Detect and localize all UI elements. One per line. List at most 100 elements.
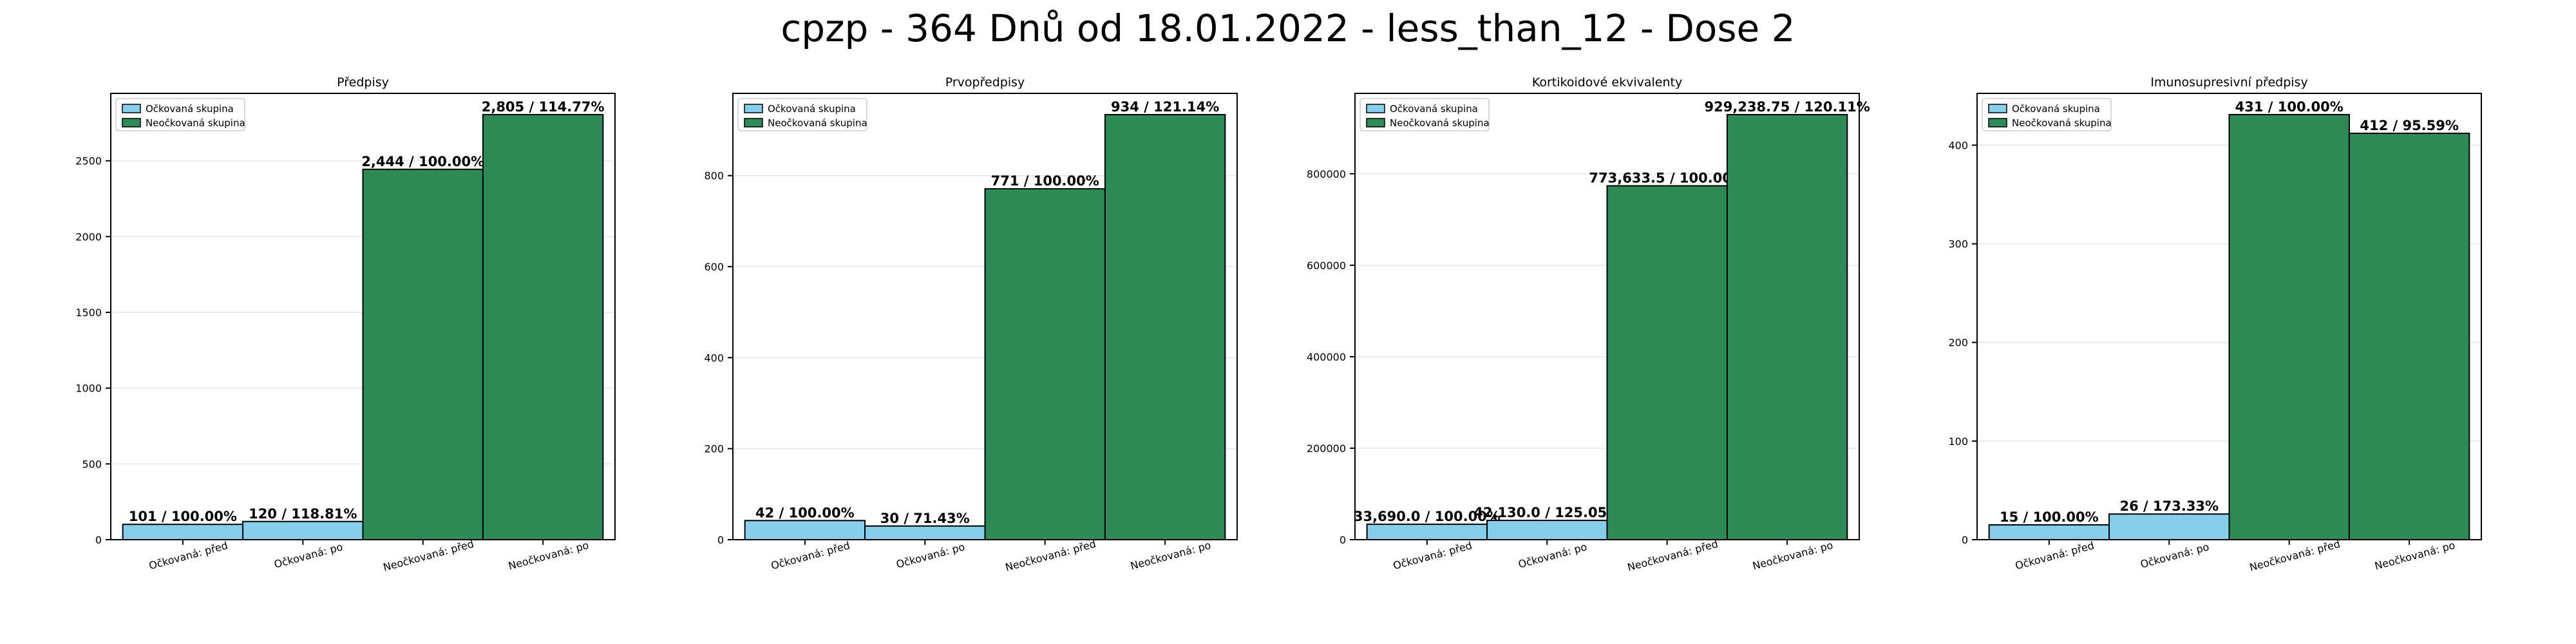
bar [744,520,866,541]
legend-box [1359,98,1490,131]
y-tick-label: 600 [704,261,724,273]
bar-value-label: 773,633.5 / 100.00% [1589,171,1745,186]
bar [1606,185,1728,541]
x-tick-label: Očkovaná: před [1392,539,1473,572]
bar [2228,113,2350,541]
bar [1104,114,1226,540]
x-tick-label: Očkovaná: po [2139,540,2211,571]
bar [122,524,244,540]
legend-swatch [1366,104,1385,113]
legend-label: Neočkovaná skupina [2012,117,2112,129]
x-tick-label: Očkovaná: po [1517,540,1589,571]
bar-value-label: 101 / 100.00% [129,509,237,524]
legend-swatch [1988,118,2007,128]
bar-value-label: 771 / 100.00% [991,173,1099,189]
bar [2108,513,2230,540]
legend-label: Neočkovaná skupina [768,117,867,129]
bar-value-label: 934 / 121.14% [1111,99,1219,115]
y-tick-label: 400 [704,352,724,364]
axes-frame [1976,93,2482,540]
x-tick-label: Neočkovaná: před [382,538,475,574]
bar-value-label: 412 / 95.59% [2360,118,2459,133]
x-tick-label: Neočkovaná: před [1626,538,1719,574]
x-tick-label: Očkovaná: před [770,539,851,572]
bar-value-label: 33,690.0 / 100.00% [1354,509,1501,524]
legend-swatch [122,118,141,128]
bar [2348,133,2470,541]
legend-swatch [1988,104,2007,113]
x-tick-label: Očkovaná: před [2014,539,2096,572]
chart-panel-1: 101 / 100.00% 120 / 118.81% 2,444 / 100.00… [75,75,616,574]
x-tick-label: Neočkovaná: po [1751,539,1834,573]
bar [1726,113,1848,541]
chart-title: Kortikoidové ekvivalenty [1532,75,1682,90]
bar-value-label: 42,130.0 / 125.05% [1473,505,1620,520]
bar-value-label: 120 / 118.81% [249,506,357,522]
axes-frame [110,93,616,540]
legend-swatch [122,104,141,113]
y-tick-label: 0 [95,534,102,546]
legend-box [1982,98,2112,131]
bar [482,113,604,540]
x-tick-label: Očkovaná: před [147,539,229,572]
legend-label: Neočkovaná skupina [1390,117,1490,129]
chart-title: Předpisy [337,75,389,90]
bar-value-label: 26 / 173.33% [2119,498,2219,514]
y-tick-label: 200 [1948,337,1968,349]
y-tick-label: 0 [1962,534,1968,546]
y-tick-label: 2000 [75,231,102,243]
bar [242,520,364,541]
bar-value-label: 431 / 100.00% [2235,99,2344,115]
bar-value-label: 929,238.75 / 120.11% [1705,99,1870,115]
y-tick-label: 400000 [1307,351,1346,363]
chart-title: Imunosupresivní předpisy [2150,75,2307,90]
y-tick-label: 0 [717,534,724,546]
chart-title: Prvopředpisy [945,75,1025,90]
bar [1486,520,1608,541]
y-tick-label: 200 [704,443,724,455]
y-tick-label: 2500 [75,155,102,167]
x-tick-label: Očkovaná: po [273,540,345,571]
y-tick-label: 500 [82,458,102,470]
bar-value-label: 15 / 100.00% [2000,509,2099,525]
bar [362,168,484,541]
x-tick-label: Neočkovaná: po [507,539,590,573]
y-tick-label: 200000 [1307,442,1346,455]
legend-swatch [744,118,763,128]
legend-label: Očkovaná skupina [1390,103,1478,115]
x-tick-label: Neočkovaná: před [1004,538,1097,574]
figure-title: cpzp - 364 Dnů od 18.01.2022 - less_than… [781,6,1795,50]
chart-panel-2: 42 / 100.00% 30 / 71.43% 771 / 100.00% 934 … [704,75,1238,574]
y-tick-label: 600000 [1307,260,1346,272]
y-tick-label: 1000 [75,383,102,395]
bar-value-label: 2,444 / 100.00% [361,154,484,169]
legend-label: Očkovaná skupina [2012,103,2100,115]
bar-value-label: 30 / 71.43% [880,511,970,526]
bar-value-label: 2,805 / 114.77% [482,99,605,115]
x-tick-label: Očkovaná: po [895,540,967,571]
chart-panel-4: 15 / 100.00% 26 / 173.33% 431 / 100.00% 412… [1948,75,2482,574]
bar [1366,524,1488,540]
legend-label: Neočkovaná skupina [146,117,245,129]
x-tick-label: Neočkovaná: po [1129,539,1212,573]
legend-box [115,98,245,131]
legend-box [737,98,867,131]
y-tick-label: 800 [704,170,724,182]
legend-swatch [744,104,763,113]
bar-value-label: 42 / 100.00% [755,505,855,520]
bar [1988,524,2110,541]
y-tick-label: 0 [1340,534,1346,546]
y-tick-label: 1500 [75,307,102,319]
legend-swatch [1366,118,1385,128]
axes-frame [1354,93,1860,540]
legend-label: Očkovaná skupina [768,103,856,115]
axes-frame [732,93,1238,540]
bar [864,525,986,540]
x-tick-label: Neočkovaná: po [2373,539,2456,573]
y-tick-label: 400 [1948,139,1968,151]
y-tick-label: 800000 [1307,168,1346,180]
bar [984,188,1106,540]
y-tick-label: 300 [1948,238,1968,251]
